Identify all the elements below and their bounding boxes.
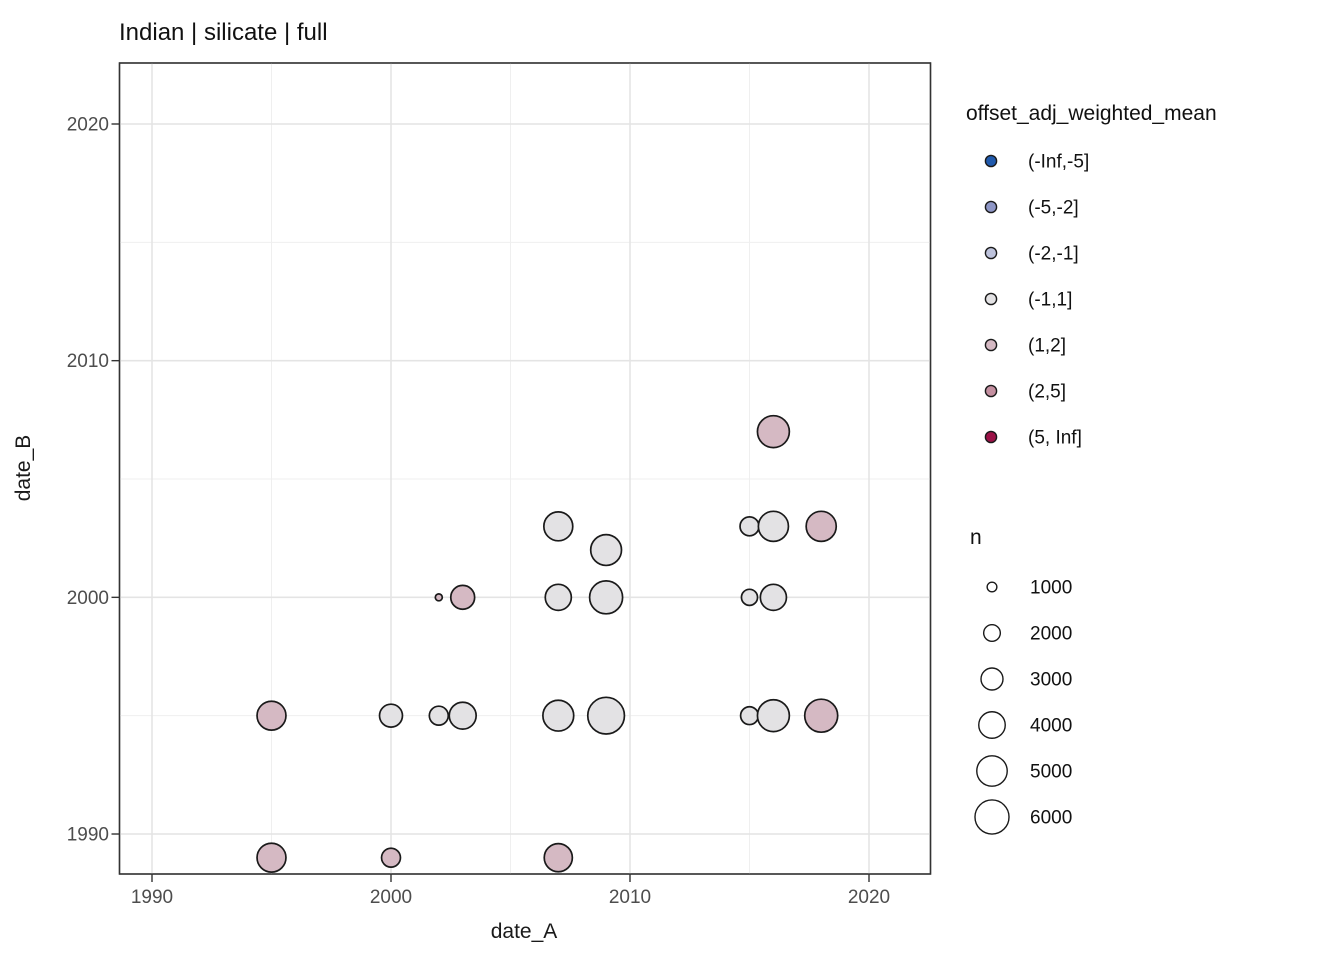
size-legend-label: 1000 xyxy=(1030,578,1072,599)
y-tick-label: 2000 xyxy=(67,588,109,609)
size-legend-title: n xyxy=(970,526,982,549)
x-axis-label: date_A xyxy=(491,920,558,943)
data-point xyxy=(434,593,444,602)
size-legend-label: 6000 xyxy=(1030,808,1072,829)
color-legend: (-Inf,-5] (-5,-2] (-2,-1] (-1,1] (1,2] (2,5] (… xyxy=(984,152,1089,449)
data-point xyxy=(739,516,760,537)
size-legend-label: 4000 xyxy=(1030,716,1072,737)
data-point xyxy=(449,584,476,611)
data-point xyxy=(378,703,404,728)
data-point xyxy=(588,579,624,615)
data-point xyxy=(428,705,450,726)
color-legend-label: (1,2] xyxy=(1028,336,1066,357)
data-point xyxy=(757,510,790,543)
size-legend-key xyxy=(986,581,998,593)
data-point xyxy=(380,847,402,868)
y-axis-label: date_B xyxy=(12,435,35,502)
size-legend-label: 2000 xyxy=(1030,624,1072,645)
color-legend-key xyxy=(984,338,998,352)
data-point xyxy=(805,510,838,543)
plot-title: Indian | silicate | full xyxy=(119,19,328,46)
gridlines xyxy=(119,63,931,874)
x-tick-label: 1990 xyxy=(131,887,173,908)
data-point xyxy=(756,698,791,733)
data-point xyxy=(256,700,287,731)
size-legend-key xyxy=(974,799,1010,835)
x-tick-label: 2000 xyxy=(370,887,412,908)
color-legend-label: (-1,1] xyxy=(1028,290,1072,311)
data-point xyxy=(756,414,791,449)
data-point xyxy=(586,696,626,735)
panel-border xyxy=(118,62,932,875)
data-point xyxy=(759,583,788,612)
color-legend-label: (2,5] xyxy=(1028,382,1066,403)
size-legend-key xyxy=(982,623,1002,643)
data-point xyxy=(542,511,574,542)
color-legend-label: (5, Inf] xyxy=(1028,428,1082,449)
size-legend-key xyxy=(976,755,1008,787)
color-legend-title: offset_adj_weighted_mean xyxy=(966,102,1217,125)
size-legend-label: 3000 xyxy=(1030,670,1072,691)
size-legend: 1000 2000 3000 4000 5000 6000 xyxy=(974,578,1072,835)
size-legend-key xyxy=(980,667,1004,691)
data-point xyxy=(256,842,287,873)
color-legend-key xyxy=(984,430,998,444)
color-legend-key xyxy=(984,200,998,214)
data-point xyxy=(448,701,478,730)
data-point xyxy=(542,699,575,732)
data-point xyxy=(544,583,573,612)
size-legend-key xyxy=(978,711,1006,739)
data-point xyxy=(543,842,574,873)
data-point xyxy=(740,588,759,607)
size-legend-label: 5000 xyxy=(1030,762,1072,783)
axis-ticks xyxy=(111,123,870,882)
data-point xyxy=(803,698,839,734)
plot-panel xyxy=(118,62,932,875)
data-point xyxy=(739,705,760,726)
data-point xyxy=(589,533,623,567)
axis-tick-labels: 1990 2000 2010 2020 1990 2000 2010 2020 xyxy=(67,115,890,909)
color-legend-key xyxy=(984,154,998,168)
color-legend-key xyxy=(984,384,998,398)
color-legend-label: (-5,-2] xyxy=(1028,198,1079,219)
y-tick-label: 2020 xyxy=(67,115,109,136)
y-tick-label: 1990 xyxy=(67,825,109,846)
color-legend-label: (-Inf,-5] xyxy=(1028,152,1089,173)
y-tick-label: 2010 xyxy=(67,351,109,372)
color-legend-key xyxy=(984,246,998,260)
x-tick-label: 2020 xyxy=(848,887,890,908)
color-legend-key xyxy=(984,292,998,306)
data-points xyxy=(256,414,839,873)
color-legend-label: (-2,-1] xyxy=(1028,244,1079,265)
x-tick-label: 2010 xyxy=(609,887,651,908)
